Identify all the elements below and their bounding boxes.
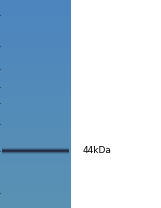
- Text: 44kDa: 44kDa: [82, 146, 111, 155]
